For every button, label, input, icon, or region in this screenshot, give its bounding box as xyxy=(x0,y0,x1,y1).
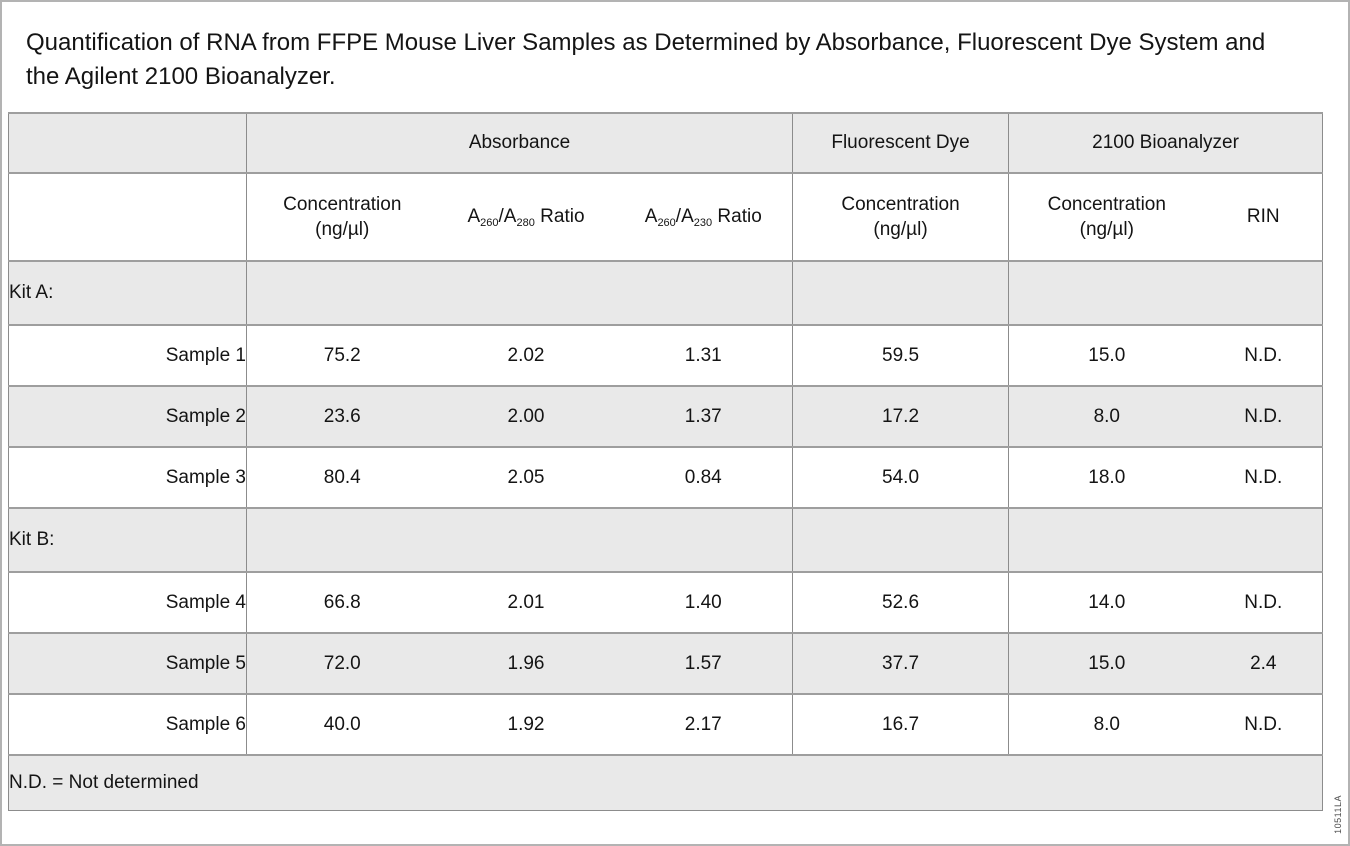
group-header-2100-bioanalyzer: 2100 Bioanalyzer xyxy=(1008,112,1323,174)
table-row-sample-4: Sample 4 66.8 2.01 1.40 52.6 14.0 N.D. xyxy=(8,571,1323,634)
cell-abs-concentration: 66.8 xyxy=(246,571,438,634)
row-label: Sample 2 xyxy=(8,385,247,448)
col-header-rin: RIN xyxy=(1204,172,1323,262)
cell-rin: N.D. xyxy=(1204,693,1323,756)
col-header-abs-concentration: Concentration (ng/µl) xyxy=(246,172,438,262)
table-row-kit-b: Kit B: xyxy=(8,507,1323,573)
col-header-bio-concentration: Concentration (ng/µl) xyxy=(1008,172,1205,262)
cell-bio-concentration: 14.0 xyxy=(1008,571,1205,634)
cell-fluor-concentration: 52.6 xyxy=(792,571,1010,634)
cell-bio-concentration: 18.0 xyxy=(1008,446,1205,509)
cell-a260-a280: 1.92 xyxy=(437,693,615,756)
cell-bio-concentration: 15.0 xyxy=(1008,632,1205,695)
cell-rin: 2.4 xyxy=(1204,632,1323,695)
cell-a260-a280: 2.01 xyxy=(437,571,615,634)
cell-a260-a280: 1.96 xyxy=(437,632,615,695)
table-row-footnote: N.D. = Not determined xyxy=(8,754,1323,811)
footnote: N.D. = Not determined xyxy=(8,754,1323,811)
table-row-sample-5: Sample 5 72.0 1.96 1.57 37.7 15.0 2.4 xyxy=(8,632,1323,695)
table-row-group-headers: Absorbance Fluorescent Dye 2100 Bioanaly… xyxy=(8,112,1323,174)
empty-cell xyxy=(246,260,794,326)
empty-cell xyxy=(1008,507,1323,573)
rna-quantification-table: Absorbance Fluorescent Dye 2100 Bioanaly… xyxy=(8,112,1324,811)
table-row-sample-1: Sample 1 75.2 2.02 1.31 59.5 15.0 N.D. xyxy=(8,324,1323,387)
cell-a260-a230: 1.57 xyxy=(614,632,794,695)
kit-label: Kit B: xyxy=(8,507,247,573)
kit-label: Kit A: xyxy=(8,260,247,326)
cell-fluor-concentration: 59.5 xyxy=(792,324,1010,387)
empty-cell xyxy=(246,507,794,573)
cell-a260-a230: 1.37 xyxy=(614,385,794,448)
col-header-fluor-concentration: Concentration (ng/µl) xyxy=(792,172,1010,262)
cell-bio-concentration: 8.0 xyxy=(1008,693,1205,756)
cell-bio-concentration: 8.0 xyxy=(1008,385,1205,448)
corner-cell xyxy=(8,172,247,262)
cell-a260-a280: 2.02 xyxy=(437,324,615,387)
table-row-kit-a: Kit A: xyxy=(8,260,1323,326)
group-header-absorbance: Absorbance xyxy=(246,112,794,174)
cell-rin: N.D. xyxy=(1204,324,1323,387)
col-header-a260-a280-ratio: A260/A280 Ratio xyxy=(437,172,615,262)
cell-a260-a230: 2.17 xyxy=(614,693,794,756)
cell-a260-a280: 2.05 xyxy=(437,446,615,509)
row-label: Sample 5 xyxy=(8,632,247,695)
row-label: Sample 1 xyxy=(8,324,247,387)
row-label: Sample 3 xyxy=(8,446,247,509)
cell-rin: N.D. xyxy=(1204,446,1323,509)
cell-fluor-concentration: 17.2 xyxy=(792,385,1010,448)
cell-abs-concentration: 80.4 xyxy=(246,446,438,509)
cell-abs-concentration: 72.0 xyxy=(246,632,438,695)
table-row-sample-3: Sample 3 80.4 2.05 0.84 54.0 18.0 N.D. xyxy=(8,446,1323,509)
table-row-sample-6: Sample 6 40.0 1.92 2.17 16.7 8.0 N.D. xyxy=(8,693,1323,756)
figure-code: 10511LA xyxy=(1333,795,1343,834)
cell-fluor-concentration: 16.7 xyxy=(792,693,1010,756)
empty-cell xyxy=(1008,260,1323,326)
cell-rin: N.D. xyxy=(1204,385,1323,448)
empty-cell xyxy=(792,507,1010,573)
group-header-fluorescent-dye: Fluorescent Dye xyxy=(792,112,1010,174)
row-label: Sample 4 xyxy=(8,571,247,634)
row-label: Sample 6 xyxy=(8,693,247,756)
cell-fluor-concentration: 37.7 xyxy=(792,632,1010,695)
corner-cell xyxy=(8,112,247,174)
cell-abs-concentration: 23.6 xyxy=(246,385,438,448)
cell-a260-a280: 2.00 xyxy=(437,385,615,448)
empty-cell xyxy=(792,260,1010,326)
cell-rin: N.D. xyxy=(1204,571,1323,634)
cell-abs-concentration: 40.0 xyxy=(246,693,438,756)
cell-bio-concentration: 15.0 xyxy=(1008,324,1205,387)
cell-fluor-concentration: 54.0 xyxy=(792,446,1010,509)
table-row-column-headers: Concentration (ng/µl) A260/A280 Ratio A26… xyxy=(8,172,1323,262)
table-row-sample-2: Sample 2 23.6 2.00 1.37 17.2 8.0 N.D. xyxy=(8,385,1323,448)
cell-a260-a230: 1.40 xyxy=(614,571,794,634)
cell-a260-a230: 1.31 xyxy=(614,324,794,387)
figure-title: Quantification of RNA from FFPE Mouse Li… xyxy=(26,29,1266,91)
col-header-a260-a230-ratio: A260/A230 Ratio xyxy=(614,172,794,262)
cell-a260-a230: 0.84 xyxy=(614,446,794,509)
cell-abs-concentration: 75.2 xyxy=(246,324,438,387)
